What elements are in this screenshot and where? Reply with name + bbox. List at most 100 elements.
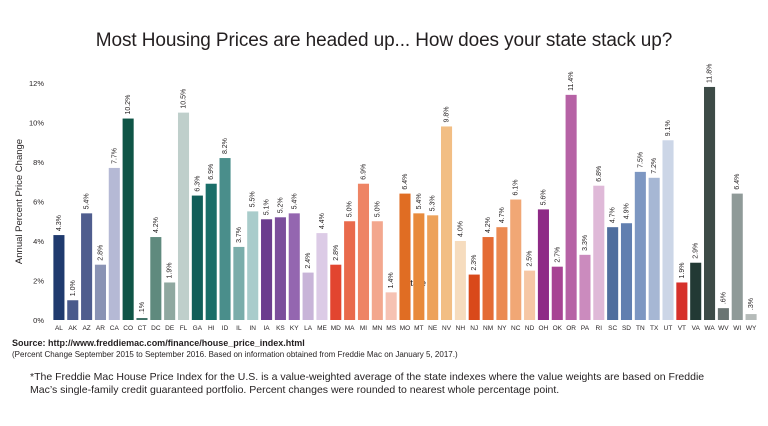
x-tick-label: RI bbox=[596, 325, 603, 332]
y-tick-label: 0% bbox=[33, 316, 44, 325]
x-tick-label: OH bbox=[539, 325, 549, 332]
bar-ia bbox=[261, 219, 273, 320]
x-tick-label: ID bbox=[222, 325, 229, 332]
data-label: 4.7% bbox=[610, 207, 617, 223]
bar-wi bbox=[731, 193, 743, 320]
bar-al bbox=[53, 235, 65, 320]
data-label: 4.0% bbox=[457, 221, 464, 237]
bar-co bbox=[122, 118, 134, 320]
x-tick-label: VA bbox=[692, 325, 701, 332]
data-label: 2.3% bbox=[471, 255, 478, 271]
data-label: 2.4% bbox=[305, 253, 312, 269]
data-label: 9.1% bbox=[665, 120, 672, 136]
bar-ky bbox=[288, 213, 300, 320]
data-label: 4.3% bbox=[56, 215, 63, 231]
bar-sd bbox=[620, 223, 633, 320]
data-label: 5.0% bbox=[374, 201, 381, 217]
x-tick-label: OR bbox=[566, 325, 576, 332]
data-label: 6.1% bbox=[513, 180, 520, 196]
y-tick-label: 10% bbox=[29, 119, 44, 128]
x-tick-label: DE bbox=[165, 325, 175, 332]
x-tick-label: WV bbox=[718, 325, 729, 332]
x-tick-label: MT bbox=[414, 325, 423, 332]
data-label: 2.8% bbox=[97, 245, 104, 261]
data-label: 4.9% bbox=[623, 203, 630, 219]
data-label: 1.9% bbox=[167, 263, 174, 279]
data-label: 7.2% bbox=[651, 158, 658, 174]
bar-wa bbox=[704, 86, 716, 320]
data-label: 6.4% bbox=[734, 174, 741, 190]
x-tick-label: NJ bbox=[470, 325, 478, 332]
x-tick-label: NE bbox=[428, 325, 438, 332]
x-tick-label: NM bbox=[483, 325, 493, 332]
x-tick-label: ME bbox=[317, 325, 327, 332]
data-label: .3% bbox=[748, 298, 755, 310]
bar-hi bbox=[205, 183, 217, 320]
bar-ri bbox=[593, 185, 605, 320]
bar-me bbox=[316, 233, 328, 320]
x-tick-label: SC bbox=[608, 325, 617, 332]
bar-va bbox=[690, 262, 702, 320]
data-label: .6% bbox=[720, 292, 727, 304]
x-tick-label: AR bbox=[96, 325, 105, 332]
data-label: 8.2% bbox=[222, 138, 229, 154]
bar-mn bbox=[371, 221, 383, 320]
x-tick-label: NH bbox=[456, 325, 466, 332]
bar-ne bbox=[427, 215, 439, 320]
x-tick-label: WY bbox=[746, 325, 757, 332]
data-label: 5.0% bbox=[347, 201, 354, 217]
x-tick-label: CO bbox=[123, 325, 133, 332]
data-label: 5.5% bbox=[250, 191, 257, 207]
y-axis-title: Annual Percent Price Change bbox=[14, 139, 25, 264]
bar-id bbox=[219, 158, 231, 320]
x-tick-label: UT bbox=[664, 325, 673, 332]
data-label: 4.7% bbox=[499, 207, 506, 223]
data-label: 7.7% bbox=[111, 148, 118, 164]
x-tick-label: NY bbox=[497, 325, 507, 332]
x-tick-label: VT bbox=[678, 325, 686, 332]
data-label: 6.8% bbox=[596, 166, 603, 182]
y-tick-label: 4% bbox=[33, 237, 44, 246]
bar-ct bbox=[136, 318, 148, 320]
bar-nh bbox=[454, 241, 466, 320]
x-tick-label: GA bbox=[193, 325, 203, 332]
data-label: 3.3% bbox=[582, 235, 589, 251]
bar-wv bbox=[717, 308, 729, 320]
bar-or bbox=[565, 94, 577, 320]
x-tick-label: MO bbox=[400, 325, 410, 332]
bar-in bbox=[247, 211, 259, 320]
data-label: 6.9% bbox=[208, 164, 215, 180]
data-label: 4.2% bbox=[153, 217, 160, 233]
data-label: 5.4% bbox=[291, 193, 298, 209]
bar-oh bbox=[537, 209, 549, 320]
x-tick-label: ND bbox=[525, 325, 535, 332]
x-tick-label: NV bbox=[442, 325, 452, 332]
chart-title: Most Housing Prices are headed up... How… bbox=[95, 30, 673, 51]
bar-mt bbox=[413, 213, 425, 320]
x-tick-label: LA bbox=[304, 325, 313, 332]
data-label: 11.8% bbox=[707, 64, 714, 83]
data-label: .1% bbox=[139, 302, 146, 314]
data-label: 1.4% bbox=[388, 272, 395, 288]
data-label: 6.4% bbox=[402, 174, 409, 190]
y-tick-label: 12% bbox=[29, 79, 44, 88]
x-tick-label: TX bbox=[650, 325, 659, 332]
x-tick-label: FL bbox=[180, 325, 188, 332]
bar-ok bbox=[551, 266, 563, 320]
source-citation: Source: http://www.freddiemac.com/financ… bbox=[12, 338, 305, 348]
data-label: 1.9% bbox=[679, 263, 686, 279]
data-label: 6.9% bbox=[360, 164, 367, 180]
y-tick-label: 2% bbox=[33, 277, 44, 286]
bar-nm bbox=[482, 237, 494, 320]
data-label: 3.7% bbox=[236, 227, 243, 243]
bar-ma bbox=[344, 221, 356, 320]
data-label: 1.0% bbox=[70, 280, 77, 296]
bar-tx bbox=[648, 177, 660, 320]
x-tick-label: WI bbox=[733, 325, 741, 332]
bar-il bbox=[233, 246, 245, 320]
data-label: 4.4% bbox=[319, 213, 326, 229]
x-tick-label: WA bbox=[704, 325, 715, 332]
bar-ks bbox=[274, 217, 286, 320]
x-tick-label: KS bbox=[276, 325, 285, 332]
y-tick-label: 8% bbox=[33, 158, 44, 167]
